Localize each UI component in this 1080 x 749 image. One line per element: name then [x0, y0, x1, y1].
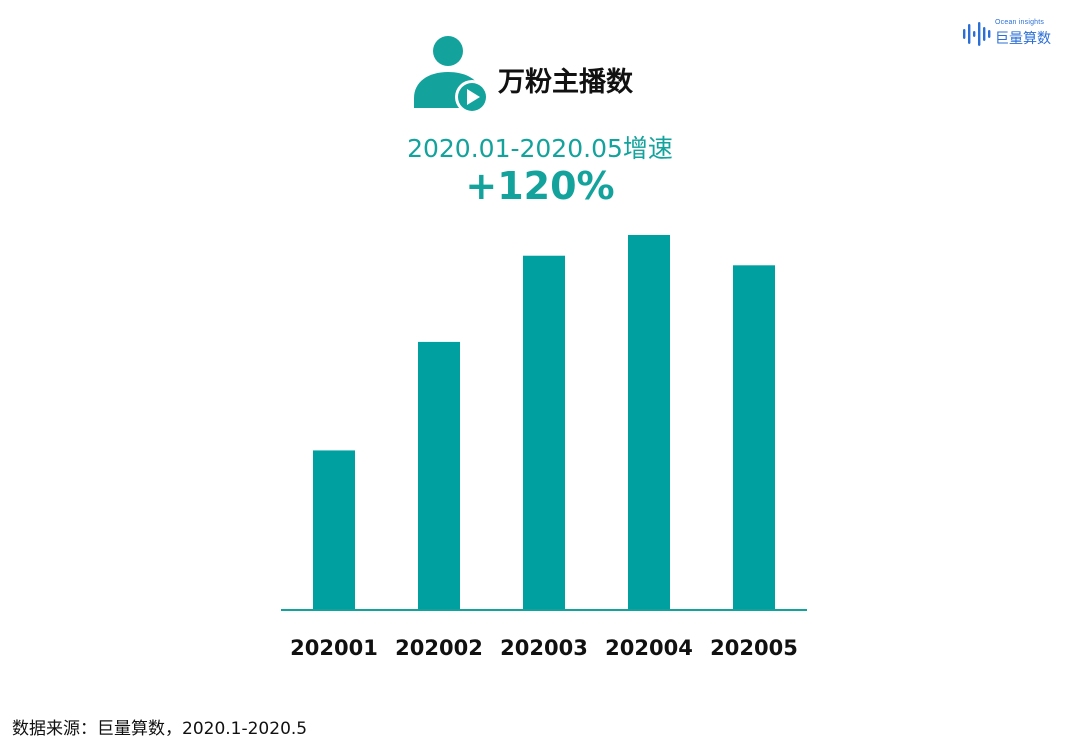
page-title: 万粉主播数 — [498, 67, 633, 98]
bar-202001 — [313, 450, 355, 610]
bar-202004 — [628, 234, 670, 610]
growth-period-label: 2020.01-2020.05增速 — [407, 134, 673, 163]
x-tick-label-202002: 202002 — [395, 636, 483, 660]
bar-202005 — [733, 265, 775, 610]
x-tick-label-202004: 202004 — [605, 636, 693, 660]
brand-logo: Ocean insights 巨量算数 — [962, 19, 1072, 49]
x-axis-tick-labels: 202001 202002 202003 202004 202005 — [290, 636, 798, 660]
brand-name-en: Ocean insights — [995, 19, 1045, 26]
x-tick-label-202001: 202001 — [290, 636, 378, 660]
x-tick-label-202005: 202005 — [710, 636, 798, 660]
ocean-insights-logo-icon — [963, 22, 991, 46]
data-source-note: 数据来源：巨量算数，2020.1-2020.5 — [12, 719, 308, 739]
bar-group — [313, 234, 775, 610]
brand-name-cn: 巨量算数 — [995, 31, 1051, 47]
x-tick-label-202003: 202003 — [500, 636, 588, 660]
growth-rate-value: +120% — [465, 164, 615, 208]
bar-202002 — [418, 341, 460, 610]
bar-202003 — [523, 255, 565, 610]
user-play-icon — [414, 36, 489, 114]
